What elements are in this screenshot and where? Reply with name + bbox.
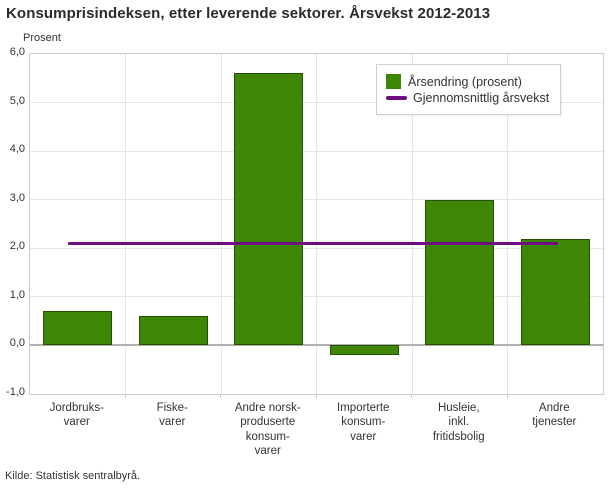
plot-area: Årsendring (prosent) Gjennomsnittlig års…: [29, 53, 604, 395]
zero-line: [30, 344, 603, 347]
x-gridline: [125, 54, 126, 394]
x-gridline: [411, 54, 413, 394]
bar-1[interactable]: [43, 311, 113, 346]
legend-item-bar-series[interactable]: Årsendring (prosent): [386, 74, 549, 89]
y-gridline: [30, 199, 603, 201]
x-axis-tick: [411, 394, 412, 398]
bar-4[interactable]: [329, 345, 399, 356]
x-axis-category-label: Importerte konsum- varer: [337, 402, 390, 443]
x-axis-category-label: Fiske- varer: [156, 402, 188, 429]
y-axis-tick-label: 6,0: [9, 46, 25, 58]
line-series-swatch-icon: [386, 96, 407, 100]
legend-item-line-series[interactable]: Gjennomsnittlig årsvekst: [386, 91, 549, 105]
bar-6[interactable]: [520, 238, 590, 346]
x-axis-tick: [315, 394, 317, 398]
average-growth-line[interactable]: [68, 241, 558, 245]
x-axis-category-label: Andre norsk- produserte konsum- varer: [234, 402, 301, 458]
x-axis-tick: [506, 394, 508, 398]
y-axis-tick-label: 1,0: [9, 288, 25, 301]
y-gridline: [30, 296, 603, 298]
y-axis-tick-label: -1,0: [6, 386, 25, 398]
y-axis-tick-label: 4,0: [9, 143, 25, 156]
y-axis-title: Prosent: [23, 32, 61, 44]
x-axis-category-label: Andre tjenester: [532, 402, 577, 429]
x-gridline: [220, 54, 222, 394]
legend: Årsendring (prosent) Gjennomsnittlig års…: [376, 64, 562, 115]
x-axis-category-label: Husleie, inkl. fritidsbolig: [432, 402, 485, 443]
x-axis-category-label: Jordbruks- varer: [49, 402, 104, 429]
chart-title: Konsumprisindeksen, etter leverende sekt…: [6, 5, 491, 22]
y-gridline: [30, 102, 603, 104]
bar-2[interactable]: [138, 316, 208, 346]
bar-series-swatch-icon: [386, 74, 401, 89]
y-gridline: [30, 247, 603, 249]
x-axis-tick: [124, 394, 126, 398]
bar-5[interactable]: [425, 199, 495, 346]
y-axis-tick-label: 2,0: [9, 240, 25, 253]
x-axis-tick: [220, 394, 221, 398]
y-gridline: [30, 150, 603, 152]
x-gridline: [507, 54, 508, 394]
y-axis-tick-label: 0,0: [9, 337, 25, 350]
source-note: Kilde: Statistisk sentralbyrå.: [5, 470, 141, 482]
x-gridline: [316, 54, 317, 394]
y-axis-tick-label: 5,0: [9, 94, 25, 107]
legend-line-label: Gjennomsnittlig årsvekst: [413, 91, 550, 105]
legend-bar-label: Årsendring (prosent): [408, 74, 522, 89]
bar-3[interactable]: [234, 73, 304, 346]
y-axis-tick-label: 3,0: [9, 191, 25, 204]
